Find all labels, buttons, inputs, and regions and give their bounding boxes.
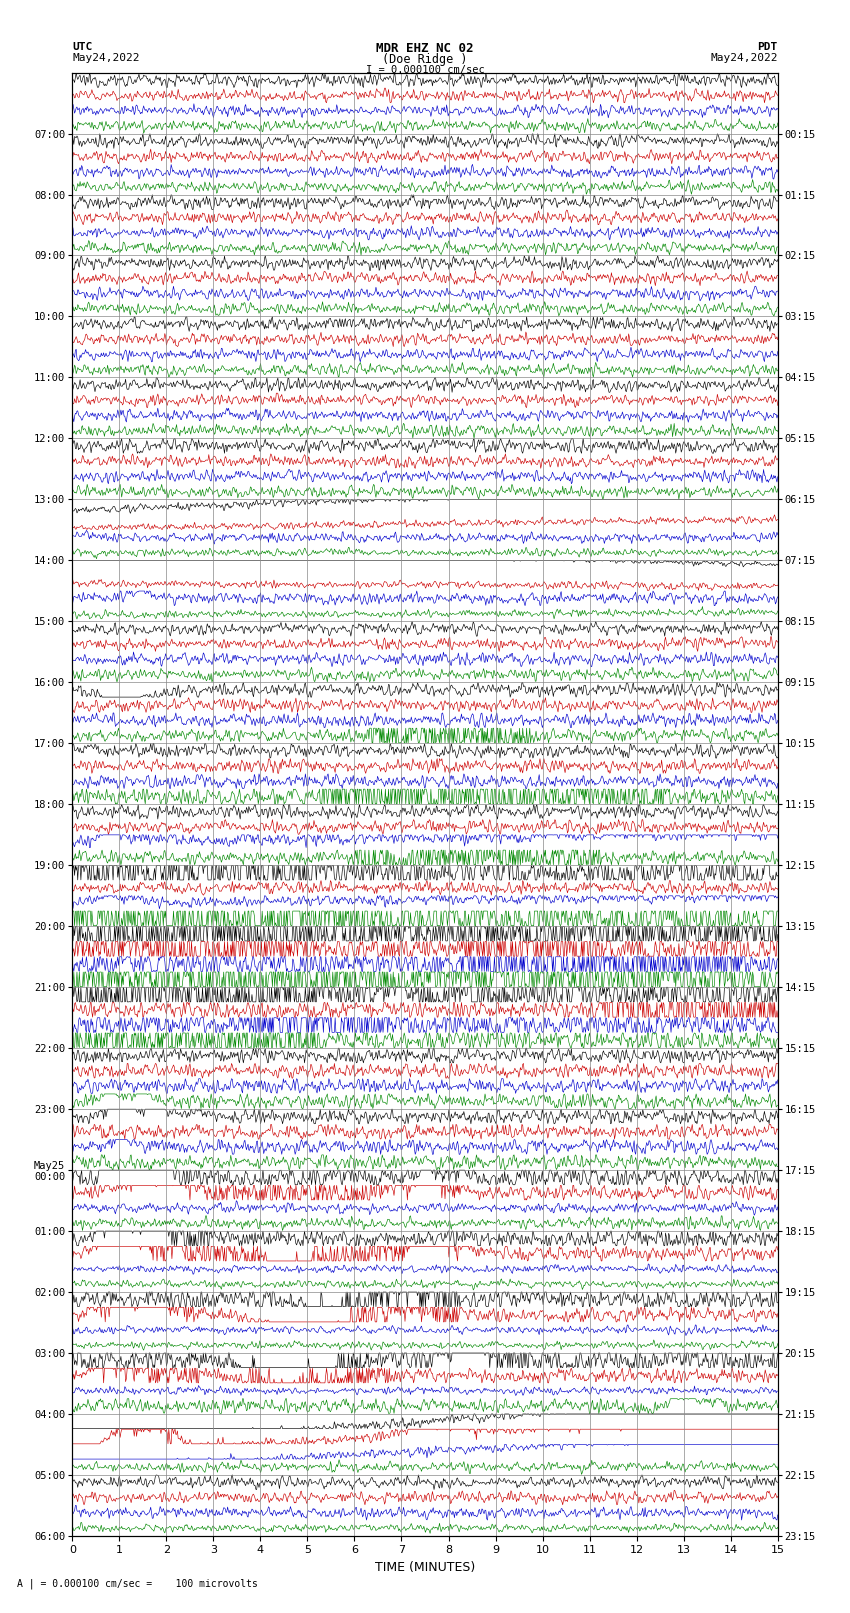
Text: (Doe Ridge ): (Doe Ridge ) (382, 53, 468, 66)
Text: May24,2022: May24,2022 (711, 53, 778, 63)
Text: MDR EHZ NC 02: MDR EHZ NC 02 (377, 42, 473, 55)
Text: UTC: UTC (72, 42, 93, 52)
Text: A | = 0.000100 cm/sec =    100 microvolts: A | = 0.000100 cm/sec = 100 microvolts (17, 1578, 258, 1589)
Text: I = 0.000100 cm/sec: I = 0.000100 cm/sec (366, 65, 484, 74)
Text: May24,2022: May24,2022 (72, 53, 139, 63)
Text: PDT: PDT (757, 42, 778, 52)
X-axis label: TIME (MINUTES): TIME (MINUTES) (375, 1561, 475, 1574)
